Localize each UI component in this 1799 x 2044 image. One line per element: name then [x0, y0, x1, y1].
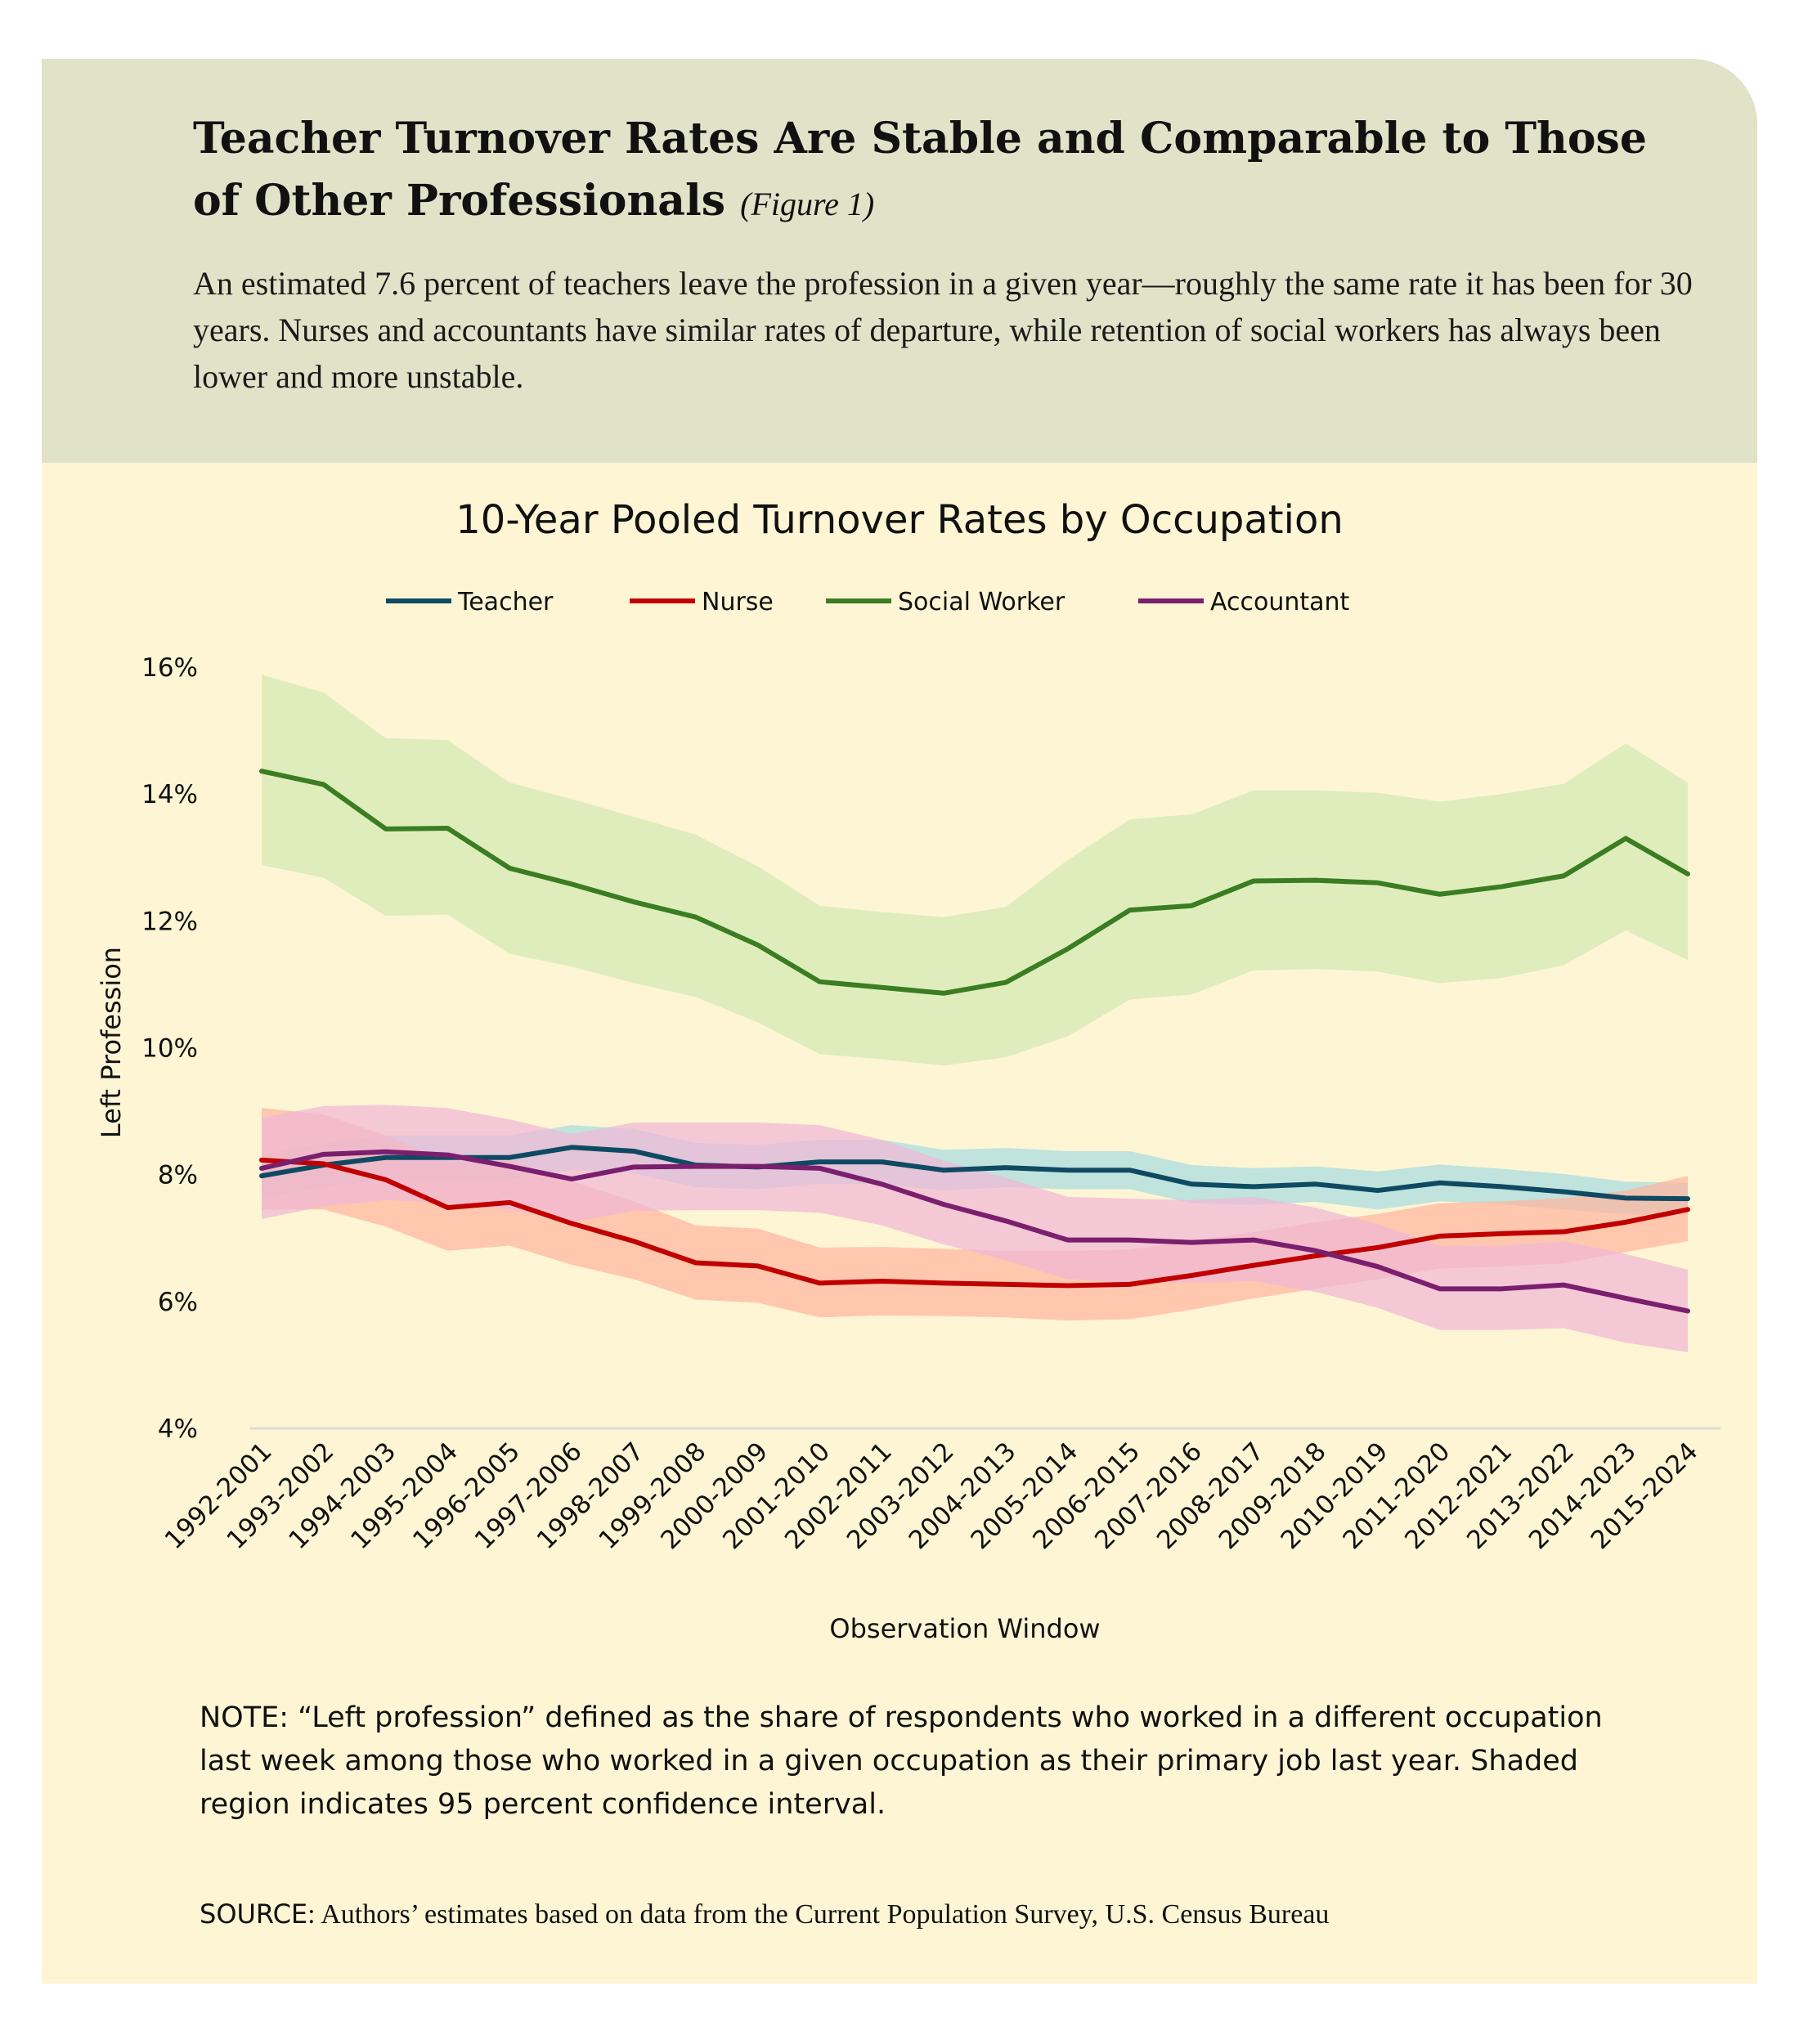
chart-title: 10-Year Pooled Turnover Rates by Occupat…: [455, 497, 1343, 543]
figure-card: Teacher Turnover Rates Are Stable and Co…: [42, 59, 1757, 1983]
legend-label: Accountant: [1210, 588, 1350, 616]
x-axis-title: Observation Window: [829, 1613, 1100, 1644]
y-tick-label: 8%: [158, 1161, 198, 1190]
series-line-accountant: [259, 1149, 1690, 1314]
header-band: Teacher Turnover Rates Are Stable and Co…: [42, 59, 1757, 463]
legend-label: Teacher: [457, 588, 554, 616]
source-label: SOURCE: [200, 1898, 308, 1930]
y-tick-label: 6%: [158, 1288, 198, 1317]
figure-subtitle: An estimated 7.6 percent of teachers lea…: [193, 265, 1693, 395]
legend: Teacher Nurse Social Worker Accountant: [386, 588, 1350, 616]
series-line-social-worker: [259, 769, 1690, 996]
legend-item: Social Worker: [826, 588, 1065, 616]
y-axis-title: Left Profession: [96, 947, 127, 1138]
legend-item: Teacher: [386, 588, 554, 616]
confidence-bands: [262, 675, 1688, 1352]
ci-band-social-worker: [262, 675, 1688, 1066]
title-text: Teacher Turnover Rates Are Stable and Co…: [193, 114, 1647, 226]
y-tick-label: 12%: [141, 907, 198, 936]
y-tick-label: 4%: [158, 1414, 198, 1444]
figure-title: Teacher Turnover Rates Are Stable and Co…: [193, 108, 1706, 235]
y-axis-ticks: 4% 6% 8% 10% 12% 14% 16%: [141, 653, 198, 1444]
figure-label: (Figure 1): [740, 186, 875, 222]
y-tick-label: 14%: [141, 780, 198, 809]
legend-item: Accountant: [1138, 588, 1350, 616]
legend-label: Social Worker: [898, 588, 1065, 616]
y-tick-label: 16%: [141, 653, 198, 683]
series-lines: [259, 769, 1690, 1314]
note-text: NOTE: “Left profession” defined as the s…: [200, 1701, 1603, 1821]
source-text: SOURCE: Authors’ estimates based on data…: [200, 1898, 1712, 1930]
y-tick-label: 10%: [141, 1034, 198, 1064]
legend-label: Nurse: [702, 588, 774, 616]
x-axis-ticks: 1992-20011993-20021994-20031995-20041996…: [159, 1437, 1704, 1555]
legend-item: Nurse: [630, 588, 774, 616]
ci-band-accountant: [262, 1105, 1688, 1352]
series-line-nurse: [259, 1157, 1690, 1289]
source-body: : Authors’ estimates based on data from …: [307, 1899, 1330, 1930]
series-line-teacher: [259, 1145, 1690, 1202]
